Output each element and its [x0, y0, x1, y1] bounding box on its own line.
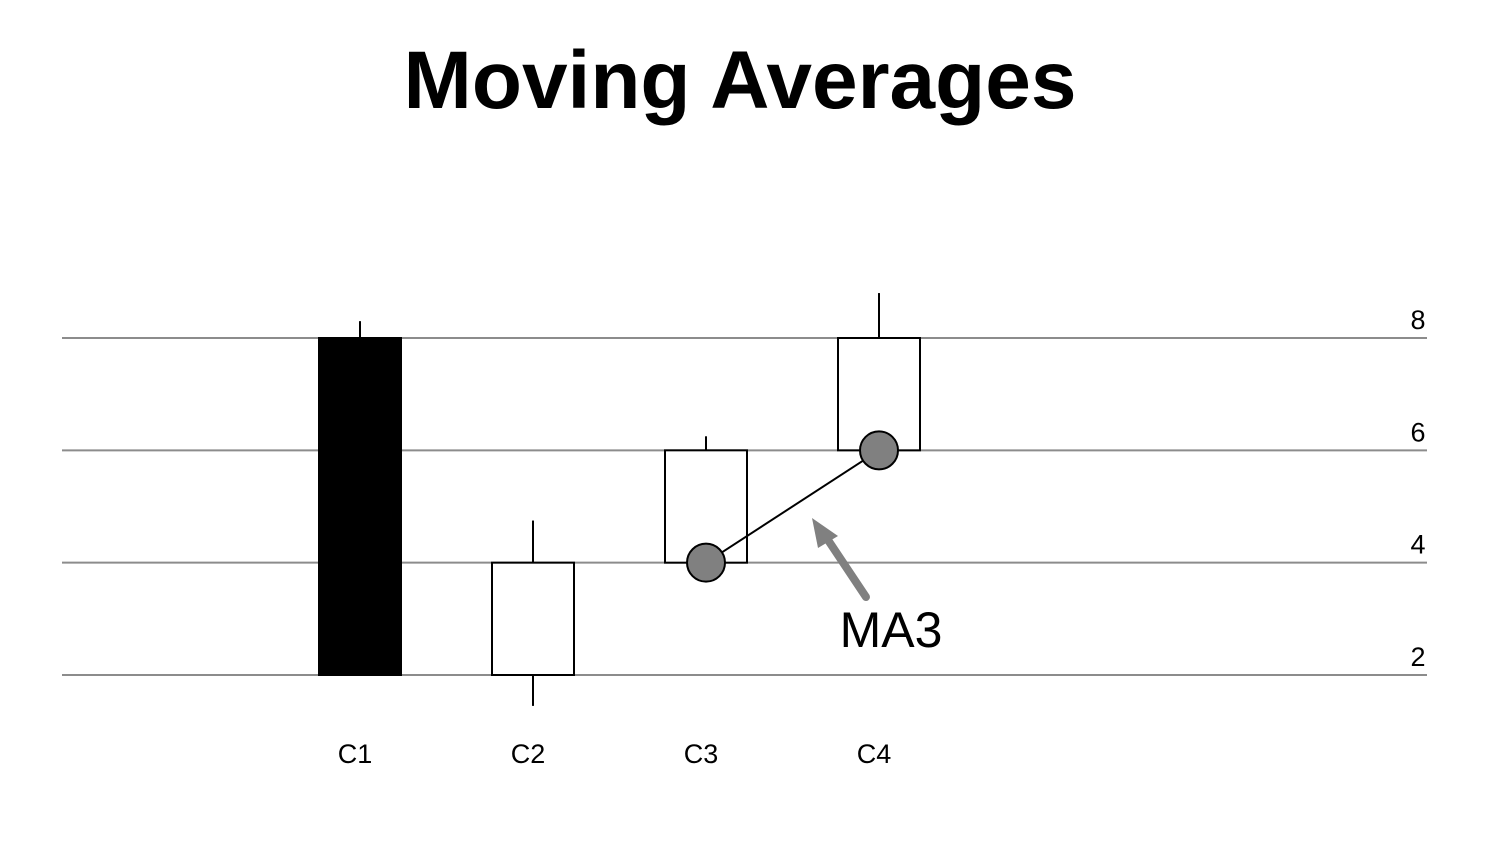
candle-body-C2: [491, 561, 575, 677]
chart-title: Moving Averages: [403, 35, 1077, 126]
x-category-label: C1: [338, 739, 373, 769]
ma-line: [705, 449, 880, 564]
candle-body-C1: [318, 337, 402, 676]
y-tick-label: 8: [1410, 305, 1425, 335]
arrow-shaft: [824, 536, 870, 601]
y-tick-label: 2: [1410, 642, 1425, 672]
x-category-label: C4: [857, 739, 892, 769]
y-tick-label: 6: [1410, 417, 1425, 447]
arrow-head: [812, 518, 838, 548]
y-tick-label: 4: [1410, 530, 1425, 560]
ma-annotation-label: MA3: [840, 602, 943, 658]
moving-average: [686, 430, 899, 601]
ma-point-C4: [859, 430, 899, 471]
x-category-label: C3: [684, 739, 719, 769]
ma-point-C3: [686, 542, 726, 583]
labels: 2 4 6 8 C1 C2 C3 C4 MA3: [338, 305, 1426, 769]
x-category-label: C2: [511, 739, 546, 769]
candles: [318, 293, 921, 706]
ma-annotation-arrow: [812, 518, 870, 601]
